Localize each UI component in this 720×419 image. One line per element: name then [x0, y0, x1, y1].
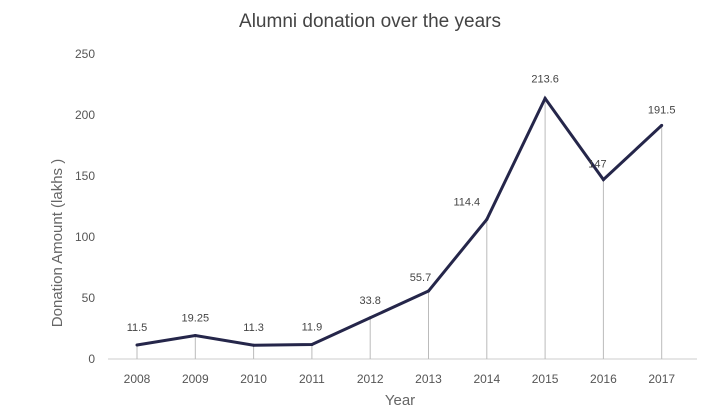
data-point [485, 217, 489, 221]
data-point [368, 316, 372, 320]
data-point [543, 96, 547, 100]
data-label: 55.7 [410, 272, 431, 284]
x-tick-label: 2015 [532, 372, 559, 386]
data-label: 213.6 [531, 73, 559, 85]
x-tick-label: 2014 [473, 372, 500, 386]
y-tick-label: 50 [82, 291, 96, 305]
x-tick-label: 2008 [124, 372, 151, 386]
data-line [136, 95, 663, 347]
data-point [193, 334, 197, 338]
data-point [310, 342, 314, 346]
y-tick-label: 0 [88, 352, 95, 366]
y-tick-label: 250 [75, 47, 95, 61]
x-tick-label: 2017 [648, 372, 675, 386]
data-label: 19.25 [182, 313, 210, 325]
y-tick-label: 150 [75, 169, 95, 183]
data-point [135, 343, 139, 347]
data-point [601, 178, 605, 182]
data-point [427, 289, 430, 293]
x-tick-label: 2011 [299, 372, 325, 386]
data-point [252, 343, 256, 347]
y-tick-label: 100 [75, 230, 95, 244]
y-axis-label: Donation Amount (lakhs ) [49, 159, 66, 327]
data-label: 114.4 [453, 196, 480, 208]
data-label: 11.9 [302, 321, 323, 333]
data-label: 33.8 [359, 295, 380, 307]
x-tick-label: 2016 [590, 372, 617, 386]
data-label: 191.5 [648, 104, 676, 116]
data-label: 147 [588, 159, 606, 171]
chart-title: Alumni donation over the years [239, 11, 501, 32]
data-label: 11.5 [127, 322, 148, 334]
x-axis-label: Year [385, 392, 415, 409]
x-tick-label: 2013 [415, 372, 442, 386]
y-tick-label: 200 [75, 108, 95, 122]
data-point [660, 123, 664, 127]
x-tick-label: 2010 [240, 372, 267, 386]
x-tick-label: 2009 [182, 372, 209, 386]
data-label: 11.3 [243, 322, 264, 334]
x-tick-label: 2012 [357, 372, 384, 386]
